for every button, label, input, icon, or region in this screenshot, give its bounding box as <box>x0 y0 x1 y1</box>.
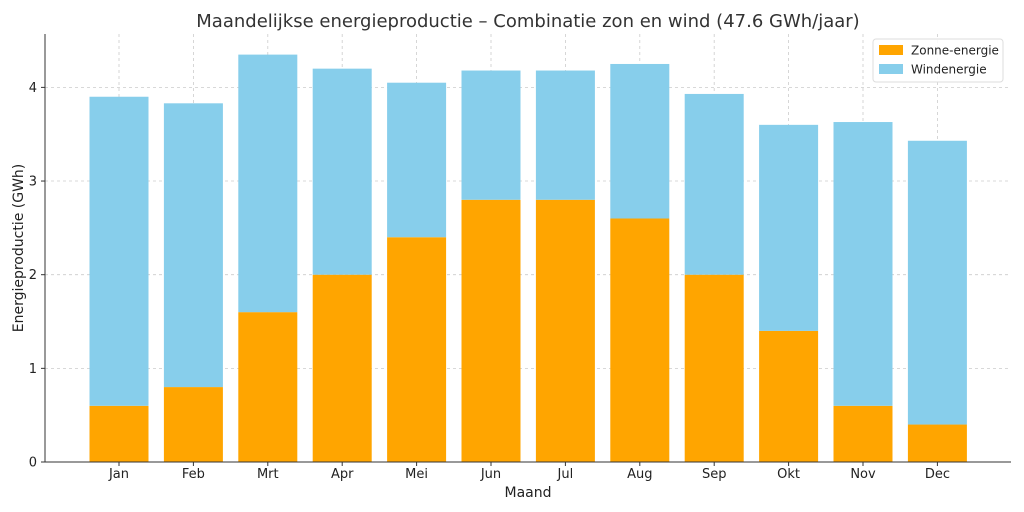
axes: 0 1 2 3 4 Jan Feb Mrt Apr Mei Jun Jul Aug Sep Okt Nov De… <box>29 34 1011 482</box>
legend-swatch-windenergie <box>879 64 903 74</box>
bar-windenergie-dec <box>907 140 967 425</box>
bar-zonne-energie-jun <box>461 199 521 462</box>
legend-swatch-zonne-energie <box>879 45 903 55</box>
x-tick-label-sep: Sep <box>702 467 727 482</box>
bar-zonne-energie-aug <box>610 218 670 462</box>
x-tick-label-okt: Okt <box>777 467 800 482</box>
y-tick-label: 4 <box>29 81 37 96</box>
x-tick-label-jul: Jul <box>557 467 574 482</box>
bar-zonne-energie-okt <box>759 330 819 462</box>
bar-zonne-energie-mrt <box>238 312 298 462</box>
y-tick-label: 2 <box>29 268 37 283</box>
bar-windenergie-aug <box>610 63 670 219</box>
x-tick-label-apr: Apr <box>331 467 354 482</box>
bar-zonne-energie-apr <box>312 274 372 462</box>
bar-windenergie-mrt <box>238 54 298 313</box>
bar-zonne-energie-nov <box>833 405 893 462</box>
x-tick-label-dec: Dec <box>925 467 950 482</box>
bar-zonne-energie-mei <box>387 237 447 462</box>
x-tick-label-jun: Jun <box>480 467 501 482</box>
bar-windenergie-sep <box>684 93 744 275</box>
chart-title: Maandelijkse energieproductie – Combinat… <box>196 11 859 32</box>
legend-label-zonne-energie: Zonne-energie <box>911 44 999 58</box>
y-tick-label: 0 <box>29 456 37 471</box>
legend-label-windenergie: Windenergie <box>911 63 987 77</box>
bar-windenergie-nov <box>833 122 893 406</box>
bar-zonne-energie-dec <box>907 424 967 462</box>
bar-zonne-energie-feb <box>163 387 223 462</box>
y-axis-label: Energieproductie (GWh) <box>11 164 27 333</box>
bar-windenergie-apr <box>312 68 372 275</box>
bar-windenergie-mei <box>387 82 447 238</box>
x-tick-label-aug: Aug <box>627 467 652 482</box>
bar-windenergie-jul <box>535 70 595 200</box>
bar-windenergie-jan <box>89 96 149 406</box>
x-axis-label: Maand <box>505 485 552 501</box>
bar-zonne-energie-sep <box>684 274 744 462</box>
legend: Zonne-energie Windenergie <box>872 38 1004 83</box>
bar-windenergie-feb <box>163 103 223 388</box>
x-tick-label-jan: Jan <box>108 467 129 482</box>
bar-windenergie-okt <box>759 124 819 331</box>
x-tick-label-mei: Mei <box>405 467 428 482</box>
y-tick-label: 1 <box>29 362 37 377</box>
y-tick-label: 3 <box>29 175 37 190</box>
x-tick-label-feb: Feb <box>182 467 205 482</box>
bar-zonne-energie-jan <box>89 405 149 462</box>
x-tick-label-nov: Nov <box>850 467 876 482</box>
bars <box>89 54 967 462</box>
legend-box <box>872 38 1004 83</box>
x-tick-label-mrt: Mrt <box>257 467 279 482</box>
bar-windenergie-jun <box>461 70 521 200</box>
bar-zonne-energie-jul <box>535 199 595 462</box>
